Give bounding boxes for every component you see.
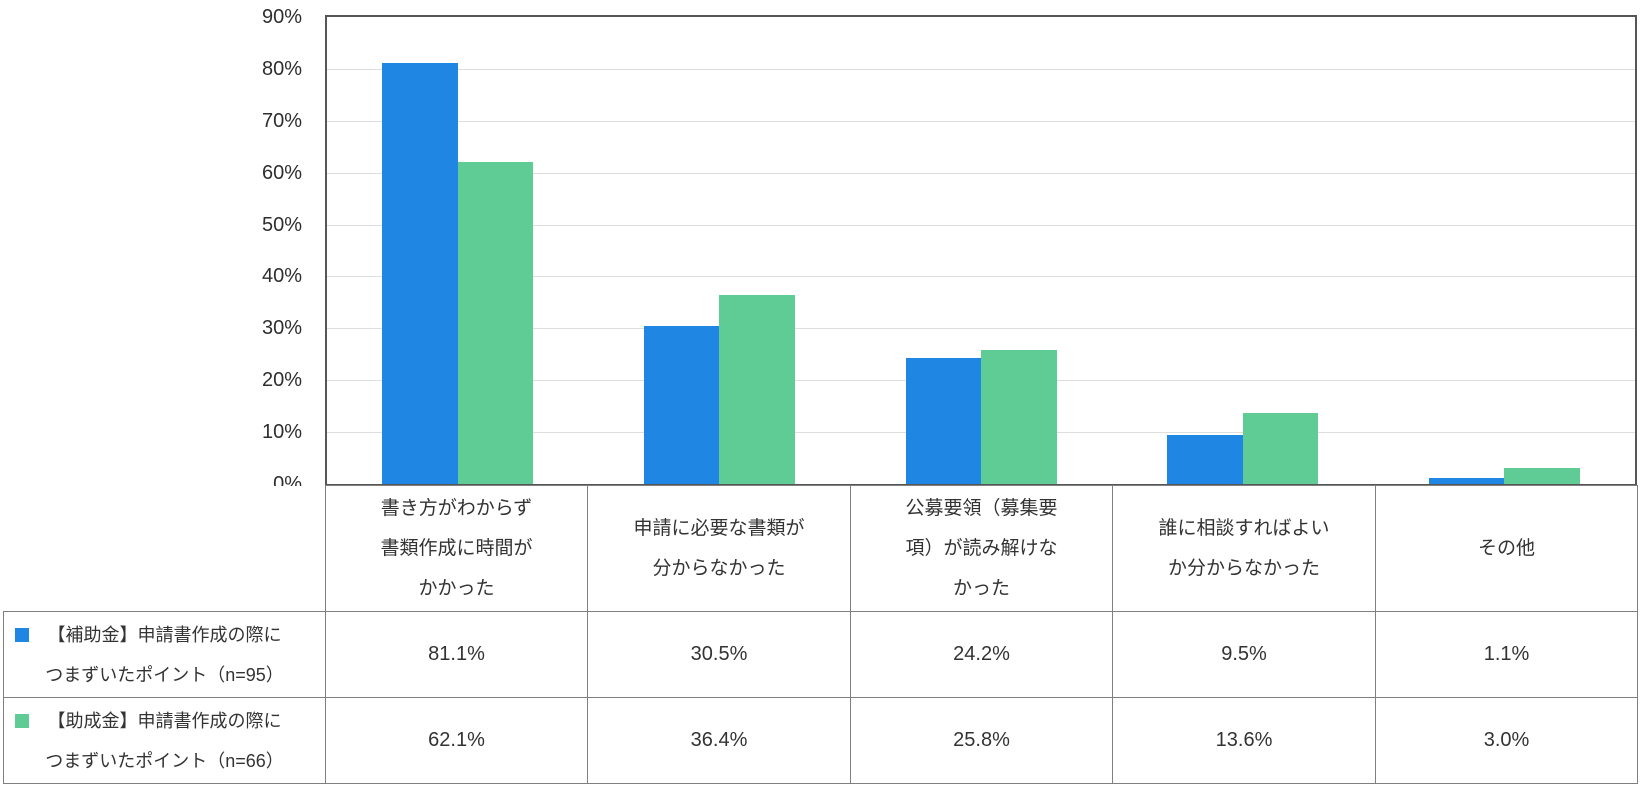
y-tick-label: 60% (261, 161, 302, 184)
plot-area (325, 15, 1637, 486)
legend-marker-icon-series2 (15, 714, 29, 728)
bar-series1-cat1 (382, 63, 458, 484)
bar-series2-cat2 (719, 295, 795, 484)
y-tick-label: 20% (261, 369, 302, 392)
bar-series1-cat4 (1167, 434, 1243, 484)
bar-series1-cat5 (1428, 478, 1505, 484)
table-spacer-cell (3, 485, 326, 612)
bar-series1-cat2 (643, 325, 720, 484)
y-tick-label: 50% (261, 213, 302, 236)
value-cell-series2-cat3: 25.8% (850, 697, 1113, 784)
value-cell-series1-cat1: 81.1% (325, 611, 588, 698)
value-cell-series2-cat2: 36.4% (587, 697, 851, 784)
value-cell-series1-cat3: 24.2% (850, 611, 1113, 698)
legend-label-series1: 【補助金】申請書作成の際に つまずいたポイント（n=95） (45, 624, 284, 685)
bar-series1-cat3 (905, 358, 981, 484)
value-cell-series1-cat4: 9.5% (1112, 611, 1376, 698)
gridline-40 (327, 276, 1635, 278)
series-row-2: 【助成金】申請書作成の際に つまずいたポイント（n=66） 62.1% 36.4% 2… (3, 697, 1638, 784)
value-cell-series1-cat2: 30.5% (587, 611, 851, 698)
category-label-cat1: 書き方がわからず 書類作成に時間が かかった (325, 485, 588, 612)
category-label-cat2: 申請に必要な書類が 分からなかった (587, 485, 851, 612)
category-label-cat5: その他 (1375, 485, 1638, 612)
category-label-cat3: 公募要領（募集要 項）が読み解けな かった (850, 485, 1113, 612)
legend-label-series2: 【助成金】申請書作成の際に つまずいたポイント（n=66） (45, 710, 284, 771)
value-cell-series2-cat4: 13.6% (1112, 697, 1376, 784)
y-tick-label: 30% (261, 317, 302, 340)
value-cell-series1-cat5: 1.1% (1375, 611, 1638, 698)
legend-cell-series2: 【助成金】申請書作成の際に つまずいたポイント（n=66） (3, 697, 326, 784)
value-cell-series2-cat5: 3.0% (1375, 697, 1638, 784)
y-tick-label: 10% (261, 421, 302, 444)
y-tick-label: 90% (261, 6, 302, 28)
gridline-50 (327, 224, 1635, 226)
gridline-80 (327, 68, 1635, 70)
bar-series2-cat4 (1242, 413, 1319, 484)
bar-series2-cat3 (981, 350, 1057, 484)
gridline-60 (327, 172, 1635, 174)
data-table: 書き方がわからず 書類作成に時間が かかった 申請に必要な書類が 分からなかった公… (3, 485, 1638, 784)
gridline-70 (327, 120, 1635, 122)
y-tick-label: 40% (261, 265, 302, 288)
category-header-row: 書き方がわからず 書類作成に時間が かかった 申請に必要な書類が 分からなかった公… (3, 485, 1638, 612)
y-tick-label: 70% (261, 109, 302, 132)
y-tick-label: 80% (261, 57, 302, 80)
legend-marker-icon-series1 (15, 628, 29, 642)
category-label-cat4: 誰に相談すればよい か分からなかった (1112, 485, 1376, 612)
value-cell-series2-cat1: 62.1% (325, 697, 588, 784)
legend-cell-series1: 【補助金】申請書作成の際に つまずいたポイント（n=95） (3, 611, 326, 698)
series-row-1: 【補助金】申請書作成の際に つまずいたポイント（n=95） 81.1% 30.5% 2… (3, 611, 1638, 698)
bar-series2-cat1 (457, 161, 534, 484)
bar-series2-cat5 (1504, 468, 1580, 484)
gridline-30 (327, 328, 1635, 330)
